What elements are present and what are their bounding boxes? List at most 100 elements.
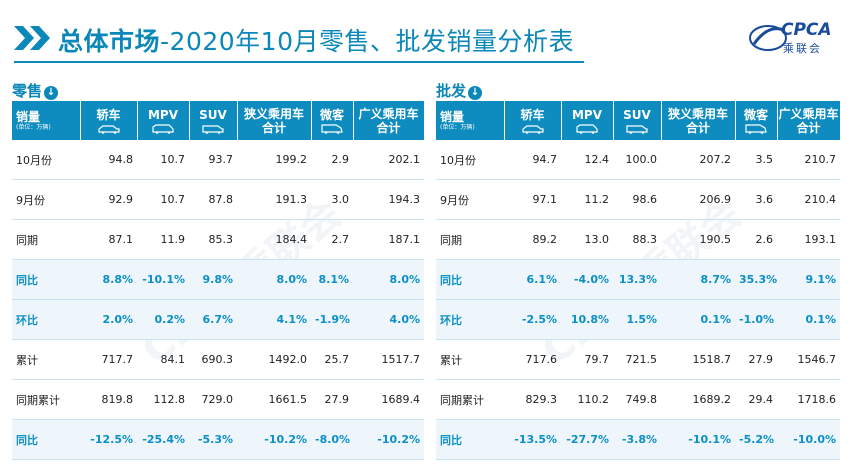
- suv-icon: [626, 124, 648, 134]
- table-cell: 190.5: [661, 219, 735, 260]
- arrow-down-icon: ↓: [468, 86, 483, 100]
- table-cell: 92.9: [80, 179, 137, 220]
- table-cell: 11.2: [561, 179, 613, 220]
- row-label: 9月份: [436, 179, 504, 220]
- table-row: 环比 -2.5% 10.8% 1.5% 0.1% -1.0% 0.1%: [436, 299, 840, 340]
- table-cell: 85.3: [189, 219, 237, 260]
- table-cell: 191.3: [237, 179, 311, 220]
- table-cell: 8.0%: [237, 259, 311, 300]
- table-cell: 2.7: [311, 219, 353, 260]
- table-cell: 0.2%: [137, 299, 189, 340]
- table-cell: 6.7%: [189, 299, 237, 340]
- row-label: 同比: [12, 419, 80, 460]
- table-cell: 749.8: [613, 379, 661, 420]
- col-broad-total: 广义乘用车 合计: [353, 101, 425, 140]
- table-cell: -27.7%: [561, 419, 613, 460]
- table-cell: 1689.4: [353, 379, 424, 420]
- page-title: 总体市场-2020年10月零售、批发销量分析表: [58, 22, 574, 58]
- wholesale-body: 10月份 94.7 12.4 100.0 207.2 3.5 210.7 9月份 97.1 11.…: [436, 140, 840, 460]
- cpca-logo-icon: [749, 25, 787, 51]
- col-mpv: MPV: [137, 101, 190, 140]
- table-cell: 3.0: [311, 179, 353, 220]
- table-cell: 8.7%: [661, 259, 735, 300]
- table-cell: 1492.0: [237, 339, 311, 380]
- title-underline: [14, 61, 584, 63]
- table-cell: -5.3%: [189, 419, 237, 460]
- table-cell: 2.9: [311, 140, 353, 180]
- table-cell: 84.1: [137, 339, 189, 380]
- row-label: 同期累计: [12, 379, 80, 420]
- table-cell: 210.7: [777, 140, 840, 180]
- table-cell: 98.6: [613, 179, 661, 220]
- col-suv: SUV: [613, 101, 662, 140]
- table-cell: 100.0: [613, 140, 661, 180]
- retail-body: 10月份 94.8 10.7 93.7 199.2 2.9 202.1 9月份 92.9 10.7…: [12, 140, 424, 460]
- table-cell: -5.2%: [735, 419, 777, 460]
- table-cell: 11.9: [137, 219, 189, 260]
- table-cell: 93.7: [189, 140, 237, 180]
- table-cell: 12.4: [561, 140, 613, 180]
- table-cell: 1661.5: [237, 379, 311, 420]
- col-narrow-total: 狭义乘用车 合计: [237, 101, 312, 140]
- col-sedan: 轿车: [504, 101, 562, 140]
- table-cell: 202.1: [353, 140, 424, 180]
- table-row: 同比 -13.5% -27.7% -3.8% -10.1% -5.2% -10.0%: [436, 419, 840, 460]
- table-cell: 194.3: [353, 179, 424, 220]
- table-cell: 1517.7: [353, 339, 424, 380]
- table-cell: 819.8: [80, 379, 137, 420]
- table-cell: 25.7: [311, 339, 353, 380]
- car-icon: [97, 124, 120, 134]
- table-row: 累计 717.7 84.1 690.3 1492.0 25.7 1517.7: [12, 339, 424, 380]
- table-cell: 829.3: [504, 379, 561, 420]
- table-row: 9月份 97.1 11.2 98.6 206.9 3.6 210.4: [436, 179, 840, 220]
- table-cell: -3.8%: [613, 419, 661, 460]
- table-header-row: 销量 (单位：万辆) 轿车 MPV SUV 狭义乘用车 合计 微客 广义乘用车 合计: [12, 101, 425, 140]
- table-row: 10月份 94.8 10.7 93.7 199.2 2.9 202.1: [12, 140, 424, 180]
- table-cell: 199.2: [237, 140, 311, 180]
- table-cell: 210.4: [777, 179, 840, 220]
- col-narrow-total: 狭义乘用车 合计: [661, 101, 736, 140]
- title-bold: 总体市场: [58, 27, 161, 56]
- col-minivan: 微客: [735, 101, 778, 140]
- table-cell: 110.2: [561, 379, 613, 420]
- table-cell: 27.9: [311, 379, 353, 420]
- table-row: 同比 6.1% -4.0% 13.3% 8.7% 35.3% 9.1%: [436, 259, 840, 300]
- table-cell: -8.0%: [311, 419, 353, 460]
- table-cell: 94.7: [504, 140, 561, 180]
- table-cell: 207.2: [661, 140, 735, 180]
- table-row: 环比 2.0% 0.2% 6.7% 4.1% -1.9% 4.0%: [12, 299, 424, 340]
- table-row: 同比 8.8% -10.1% 9.8% 8.0% 8.1% 8.0%: [12, 259, 424, 300]
- wholesale-label: 批发 ↓: [436, 80, 483, 101]
- retail-table: 销量 (单位：万辆) 轿车 MPV SUV 狭义乘用车 合计 微客 广义乘用车 合计 …: [12, 101, 425, 460]
- table-cell: 729.0: [189, 379, 237, 420]
- table-cell: 2.0%: [80, 299, 137, 340]
- table-cell: 112.8: [137, 379, 189, 420]
- table-cell: 1718.6: [777, 379, 840, 420]
- table-cell: 690.3: [189, 339, 237, 380]
- table-cell: 8.1%: [311, 259, 353, 300]
- row-label: 10月份: [12, 140, 80, 180]
- table-cell: 10.7: [137, 140, 189, 180]
- table-cell: 3.5: [735, 140, 777, 180]
- table-cell: 88.3: [613, 219, 661, 260]
- col-broad-total: 广义乘用车 合计: [777, 101, 841, 140]
- table-cell: -4.0%: [561, 259, 613, 300]
- table-row: 同期累计 829.3 110.2 749.8 1689.2 29.4 1718.6: [436, 379, 840, 420]
- table-cell: 13.3%: [613, 259, 661, 300]
- table-cell: -10.1%: [137, 259, 189, 300]
- table-cell: 2.6: [735, 219, 777, 260]
- row-label: 同期累计: [436, 379, 504, 420]
- col-mpv: MPV: [561, 101, 614, 140]
- table-cell: 89.2: [504, 219, 561, 260]
- table-cell: 87.1: [80, 219, 137, 260]
- table-cell: 1.5%: [613, 299, 661, 340]
- table-cell: 0.1%: [661, 299, 735, 340]
- table-cell: 79.7: [561, 339, 613, 380]
- row-label: 9月份: [12, 179, 80, 220]
- rowhead-header: 销量 (单位：万辆): [436, 101, 505, 140]
- logo-text: CPCA: [781, 20, 832, 40]
- arrow-down-icon: ↓: [44, 86, 59, 100]
- logo-cn: 乘联会: [783, 42, 822, 55]
- row-label: 同期: [12, 219, 80, 260]
- table-cell: 0.1%: [777, 299, 840, 340]
